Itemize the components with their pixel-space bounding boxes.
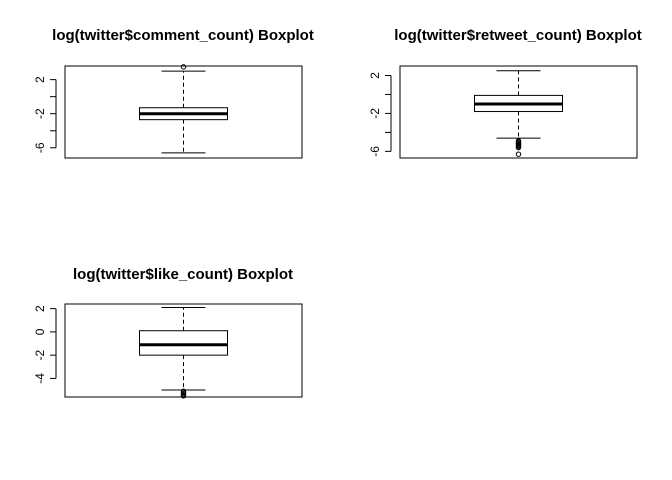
y-tick-label: -2	[368, 108, 382, 119]
plot-frame	[64, 65, 303, 159]
boxplot-panel-1: log(twitter$comment_count) Boxplot 2 -2 -6	[33, 27, 314, 159]
y-tick-label: -6	[33, 142, 47, 153]
outlier-point	[180, 393, 187, 399]
outlier-point	[515, 151, 522, 157]
outlier-point	[515, 144, 522, 151]
chart-title: log(twitter$retweet_count) Boxplot	[394, 27, 642, 44]
y-tick-label: 0	[33, 328, 47, 335]
y-tick-label: 2	[368, 72, 382, 79]
boxplot-panel-2: log(twitter$retweet_count) Boxplot 2 -2 -6	[368, 27, 642, 159]
y-tick-label: -2	[33, 349, 47, 360]
chart-title: log(twitter$like_count) Boxplot	[73, 266, 293, 283]
y-tick-label: 2	[33, 305, 47, 312]
plot-frame	[399, 65, 638, 159]
y-tick-label: -4	[33, 373, 47, 384]
y-tick-label: 2	[33, 76, 47, 83]
y-tick-label: -2	[33, 108, 47, 119]
boxplot-panel-3: log(twitter$like_count) Boxplot 2 0 -2 -4	[33, 266, 303, 399]
iqr-box	[139, 330, 228, 356]
y-tick-label: -6	[368, 146, 382, 157]
chart-title: log(twitter$comment_count) Boxplot	[52, 27, 314, 44]
outlier-point	[180, 64, 187, 70]
